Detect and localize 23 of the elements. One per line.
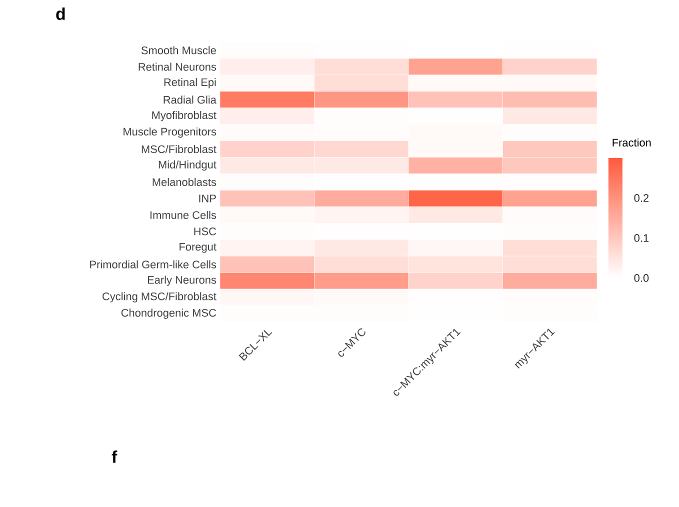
y-tick-label: Muscle Progenitors [124,127,216,138]
y-tick-label: INP [199,194,216,202]
y-tick-label: Early Neurons [148,276,216,286]
text: f [112,450,118,463]
y-tick-label: Smooth Muscle [141,46,216,54]
color-bar-title: Fraction [612,138,651,147]
y-tick-label: Retinal Epi [164,78,216,88]
y-tick-label: Retinal Neurons [138,62,216,71]
y-tick-label: Foregut [180,242,216,253]
y-tick-label: Chondrogenic MSC [121,308,216,319]
y-tick-label: MSC/Fibroblast [142,145,216,154]
y-tick-label: Myofibroblast [152,111,216,122]
color-bar-label: 0.0 [634,274,649,282]
y-tick-label: Immune Cells [150,210,216,219]
y-tick-label: Radial Glia [164,96,216,104]
color-bar-label: 0.2 [634,194,649,202]
y-tick-label: Melanoblasts [152,178,216,186]
y-tick-label: Primordial Germ-like Cells [90,260,216,268]
y-tick-label: Cycling MSC/Fibroblast [102,292,216,302]
text: d [56,8,65,20]
y-tick-label: HSC [194,228,216,236]
y-tick-label: Mid/Hindgut [158,160,216,171]
color-bar-label: 0.1 [634,234,649,242]
